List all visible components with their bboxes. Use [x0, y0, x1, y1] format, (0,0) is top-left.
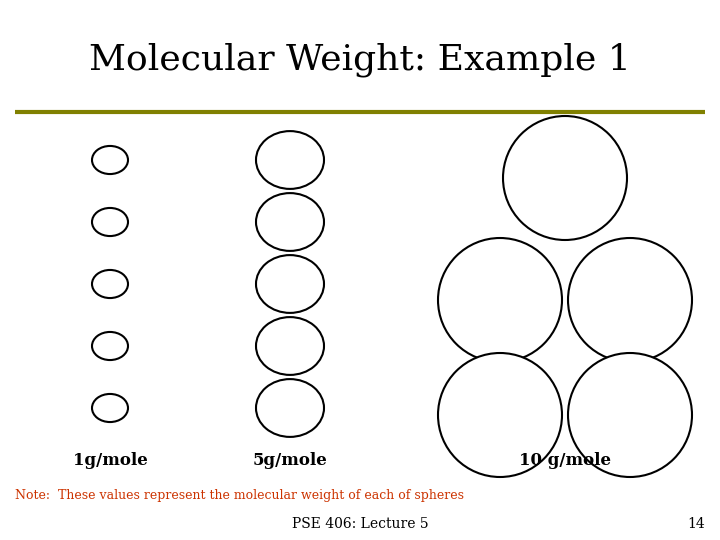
- Ellipse shape: [92, 270, 128, 298]
- Ellipse shape: [256, 193, 324, 251]
- Text: 10 g/mole: 10 g/mole: [519, 452, 611, 469]
- Ellipse shape: [92, 394, 128, 422]
- Text: Note:  These values represent the molecular weight of each of spheres: Note: These values represent the molecul…: [15, 489, 464, 502]
- Ellipse shape: [256, 255, 324, 313]
- Text: 1g/mole: 1g/mole: [73, 452, 148, 469]
- Ellipse shape: [438, 238, 562, 362]
- Ellipse shape: [256, 317, 324, 375]
- Ellipse shape: [256, 131, 324, 189]
- Ellipse shape: [438, 353, 562, 477]
- Ellipse shape: [92, 208, 128, 236]
- Text: PSE 406: Lecture 5: PSE 406: Lecture 5: [292, 517, 428, 531]
- Ellipse shape: [92, 146, 128, 174]
- Ellipse shape: [256, 379, 324, 437]
- Ellipse shape: [92, 332, 128, 360]
- Text: 14: 14: [688, 517, 705, 531]
- Ellipse shape: [503, 116, 627, 240]
- Ellipse shape: [568, 238, 692, 362]
- Ellipse shape: [568, 353, 692, 477]
- Text: 5g/mole: 5g/mole: [253, 452, 328, 469]
- Text: Molecular Weight: Example 1: Molecular Weight: Example 1: [89, 43, 631, 77]
